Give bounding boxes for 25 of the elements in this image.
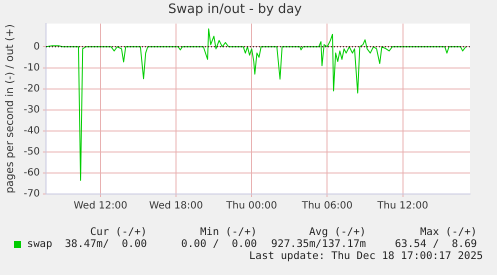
chart-title: Swap in/out - by day <box>168 2 302 18</box>
text: 63.54 / 8.69 <box>394 238 477 250</box>
y-tick-label: -60 <box>24 168 40 179</box>
y-tick-label: -20 <box>24 83 40 94</box>
y-tick-label: -10 <box>24 62 40 74</box>
x-tick-label: Wed 12:00 <box>74 200 128 212</box>
y-tick-label: 0 <box>34 41 40 52</box>
y-tick-label: -50 <box>24 146 40 158</box>
text: 927.35m/137.17m <box>271 238 366 250</box>
x-tick-label: Thu 12:00 <box>376 200 428 212</box>
x-tick-label: Thu 00:00 <box>225 200 278 212</box>
text: Min (-/+) <box>200 226 257 238</box>
text: Max (-/+) <box>420 226 477 238</box>
y-tick-label: -30 <box>24 104 40 116</box>
text: 0.00 / 0.00 <box>181 238 257 250</box>
text: Avg (-/+) <box>309 226 366 238</box>
text: 38.47m/ 0.00 <box>64 238 147 250</box>
legend-label: swap <box>27 238 52 250</box>
y-axis-title: pages per second in (-) / out (+) <box>4 24 16 194</box>
y-tick-label: -40 <box>24 125 40 136</box>
y-tick-label: -70 <box>24 188 40 200</box>
x-tick-label: Wed 18:00 <box>149 200 203 212</box>
x-tick-label: Thu 06:00 <box>300 200 353 212</box>
text: Last update: Thu Dec 18 17:00:17 2025 <box>249 250 483 262</box>
text: Cur (-/+) <box>90 226 147 238</box>
